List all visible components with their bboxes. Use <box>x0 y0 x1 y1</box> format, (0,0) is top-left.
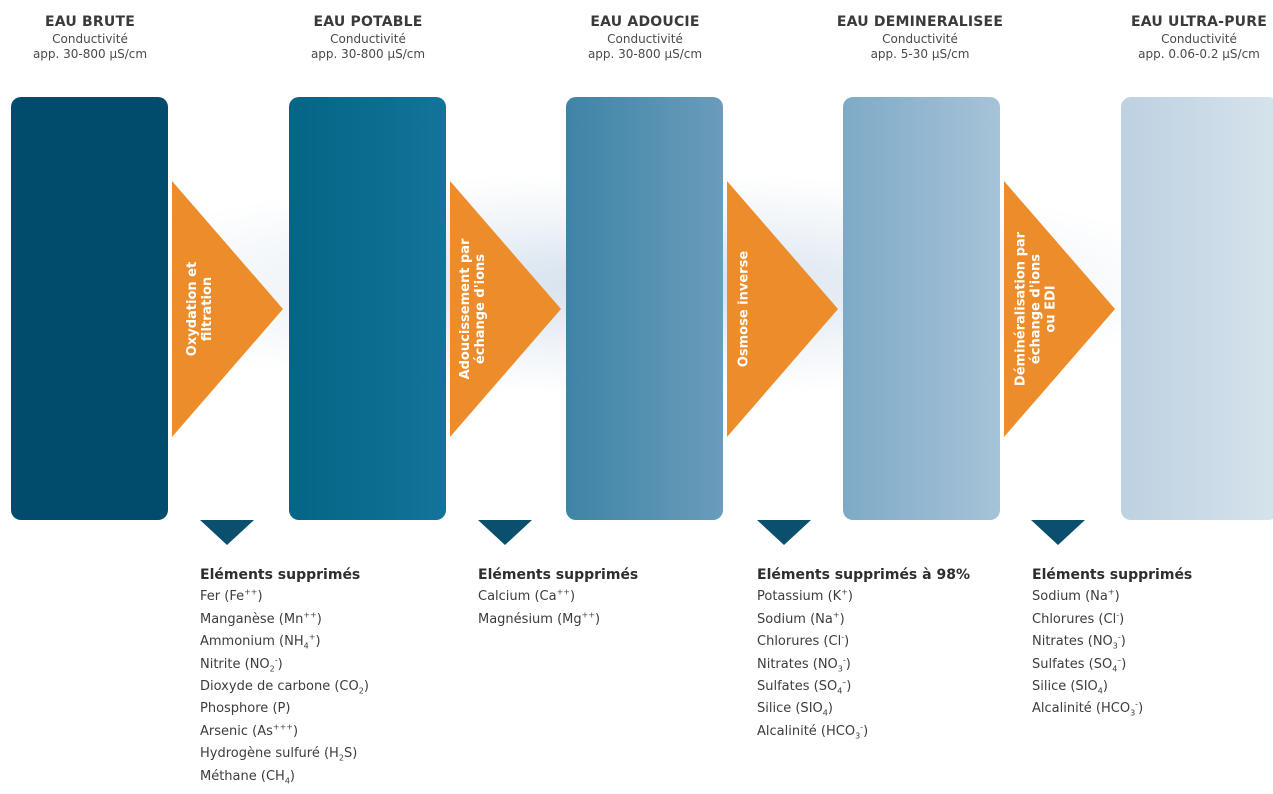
stage-title: EAU BRUTE <box>45 14 135 30</box>
removed-elements-list: Eléments supprimés Sodium (Na+) Chlorures… <box>1032 564 1192 721</box>
stage-conductivity-label: Conductivité <box>1161 31 1237 46</box>
removed-elements-list: Eléments supprimés à 98% Potassium (K+) S… <box>757 564 970 743</box>
stage-conductivity-label: Conductivité <box>882 31 958 46</box>
removed-element-item: Sodium (Na+) <box>757 610 845 627</box>
removed-element-item: Chlorures (Cl-) <box>757 632 850 650</box>
stage-conductivity-value: app. 5-30 µS/cm <box>870 46 970 61</box>
removed-element-item: Ammonium (NH4+) <box>200 632 321 651</box>
stage-conductivity-label: Conductivité <box>52 31 128 46</box>
removed-element-item: Manganèse (Mn++) <box>200 610 322 627</box>
removed-element-item: Chlorures (Cl-) <box>1032 610 1125 627</box>
process-label-line: ou EDI <box>1043 285 1059 333</box>
removed-element-item: Sulfates (SO4–) <box>757 677 852 696</box>
stage-title: EAU POTABLE <box>313 14 423 30</box>
process-label-line: Déminéralisation par <box>1013 231 1029 387</box>
stage-conductivity-value: app. 30-800 µS/cm <box>32 46 148 61</box>
removed-elements-title: Eléments supprimés à 98% <box>757 567 970 583</box>
stage-header-eau-adoucie: EAU ADOUCIE Conductivité app. 30-800 µS/… <box>545 14 745 62</box>
stage-box-eau-adoucie <box>566 97 723 520</box>
removed-element-item: Phosphore (P) <box>200 701 291 717</box>
down-triangle-marker <box>478 520 532 545</box>
removed-element-item: Silice (SIO4) <box>757 701 833 719</box>
removed-element-item: Silice (SIO4) <box>1032 679 1108 696</box>
removed-element-item: Potassium (K+) <box>757 588 853 605</box>
stage-title: EAU DEMINERALISEE <box>836 14 1004 30</box>
removed-elements-title: Eléments supprimés <box>478 567 639 583</box>
removed-element-item: Calcium (Ca++) <box>478 588 576 605</box>
stage-conductivity-value: app. 30-800 µS/cm <box>587 46 703 61</box>
removed-element-item: Alcalinité (HCO3-) <box>1032 700 1144 719</box>
removed-element-item: Hydrogène sulfuré (H2S) <box>200 746 358 763</box>
stage-box-eau-brute <box>11 97 168 520</box>
removed-elements-title: Eléments supprimés <box>200 567 361 583</box>
stage-header-eau-brute: EAU BRUTE Conductivité app. 30-800 µS/cm <box>0 14 190 62</box>
stage-conductivity-value: app. 30-800 µS/cm <box>310 46 426 61</box>
stage-conductivity-value: app. 0.06-0.2 µS/cm <box>1138 46 1260 61</box>
removed-element-item: Méthane (CH4) <box>200 768 295 786</box>
removed-element-item: Nitrates (NO3-) <box>1032 632 1126 651</box>
removed-elements-list: Eléments supprimés Calcium (Ca++) Magnési… <box>478 564 638 631</box>
process-label-line: échange d'ions <box>1028 253 1044 365</box>
stage-conductivity-label: Conductivité <box>330 31 406 46</box>
stage-header-eau-potable: EAU POTABLE Conductivité app. 30-800 µS/… <box>268 14 468 62</box>
process-label-line: échange d'ions <box>473 253 488 365</box>
removed-element-item: Magnésium (Mg++) <box>478 610 601 627</box>
stage-title: EAU ADOUCIE <box>590 14 700 30</box>
stage-conductivity-label: Conductivité <box>607 31 683 46</box>
stage-box-eau-potable <box>289 97 446 520</box>
process-label-line: filtration <box>200 276 215 342</box>
stage-header-eau-ultra-pure: EAU ULTRA-PURE Conductivité app. 0.06-0.… <box>1099 14 1273 62</box>
down-triangle-marker <box>200 520 254 545</box>
down-triangle-marker <box>1031 520 1085 545</box>
stage-header-eau-demineralisee: EAU DEMINERALISEE Conductivité app. 5-30… <box>820 14 1020 62</box>
removed-elements-title: Eléments supprimés <box>1032 567 1193 583</box>
process-label-line: Adoucissement par <box>458 238 473 380</box>
removed-element-item: Nitrite (NO2-) <box>200 655 283 674</box>
stage-box-eau-ultra-pure <box>1121 97 1273 520</box>
stage-title: EAU ULTRA-PURE <box>1131 14 1267 30</box>
removed-element-item: Nitrates (NO3-) <box>757 655 851 674</box>
down-triangle-marker <box>757 520 811 545</box>
stage-box-eau-demineralisee <box>843 97 1000 520</box>
process-label-line: Oxydation et <box>185 261 200 357</box>
removed-element-item: Sulfates (SO4–) <box>1032 655 1127 674</box>
removed-element-item: Dioxyde de carbone (CO2) <box>200 679 369 696</box>
removed-element-item: Fer (Fe++) <box>200 588 263 605</box>
removed-element-item: Sodium (Na+) <box>1032 588 1120 605</box>
removed-elements-list: Eléments supprimés Fer (Fe++) Manganèse (… <box>200 564 369 788</box>
removed-element-item: Alcalinité (HCO3-) <box>757 722 869 741</box>
removed-element-item: Arsenic (As+++) <box>200 722 299 739</box>
process-label-line: Osmose inverse <box>736 250 752 368</box>
